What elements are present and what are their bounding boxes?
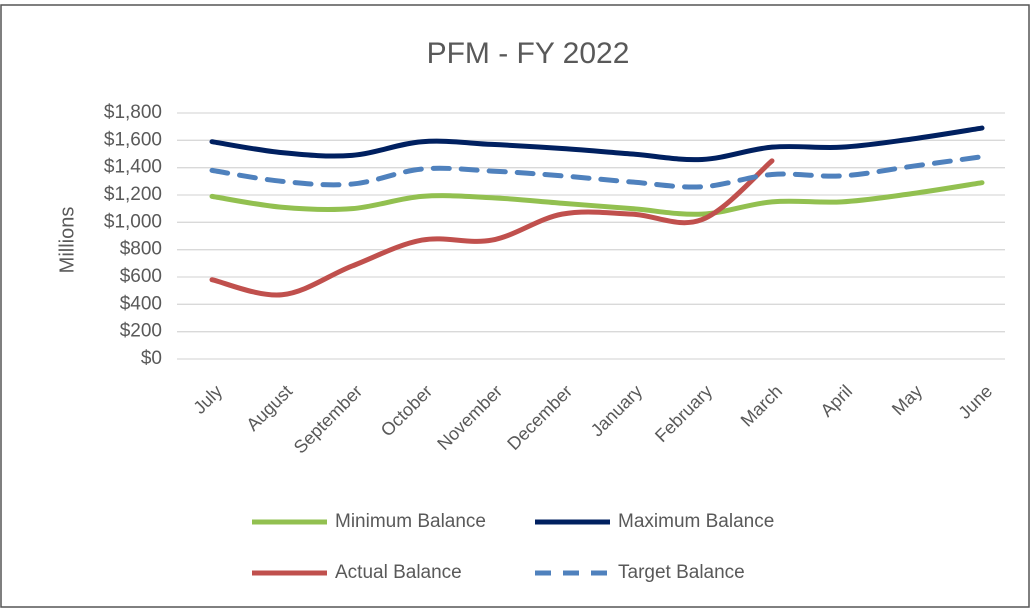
y-tick-label: $1,600 bbox=[104, 129, 162, 150]
series-line bbox=[209, 125, 985, 163]
y-tick-label: $1,000 bbox=[104, 211, 162, 232]
y-tick-label: $200 bbox=[120, 321, 162, 342]
chart-title: PFM - FY 2022 bbox=[427, 37, 630, 70]
y-tick-label: $0 bbox=[141, 348, 162, 369]
legend-label: Target Balance bbox=[618, 562, 745, 583]
series-line bbox=[209, 180, 985, 217]
series-line bbox=[209, 158, 775, 298]
legend-label: Maximum Balance bbox=[618, 511, 774, 532]
y-tick-label: $1,800 bbox=[104, 102, 162, 123]
y-tick-label: $600 bbox=[120, 266, 162, 287]
chart-border bbox=[0, 4, 1030, 608]
y-tick-label: $800 bbox=[120, 239, 162, 260]
legend-label: Minimum Balance bbox=[335, 511, 486, 532]
y-axis-title: Millions bbox=[56, 207, 78, 274]
y-tick-label: $400 bbox=[120, 293, 162, 314]
legend-label: Actual Balance bbox=[335, 562, 462, 583]
y-tick-label: $1,400 bbox=[104, 157, 162, 178]
y-tick-label: $1,200 bbox=[104, 184, 162, 205]
